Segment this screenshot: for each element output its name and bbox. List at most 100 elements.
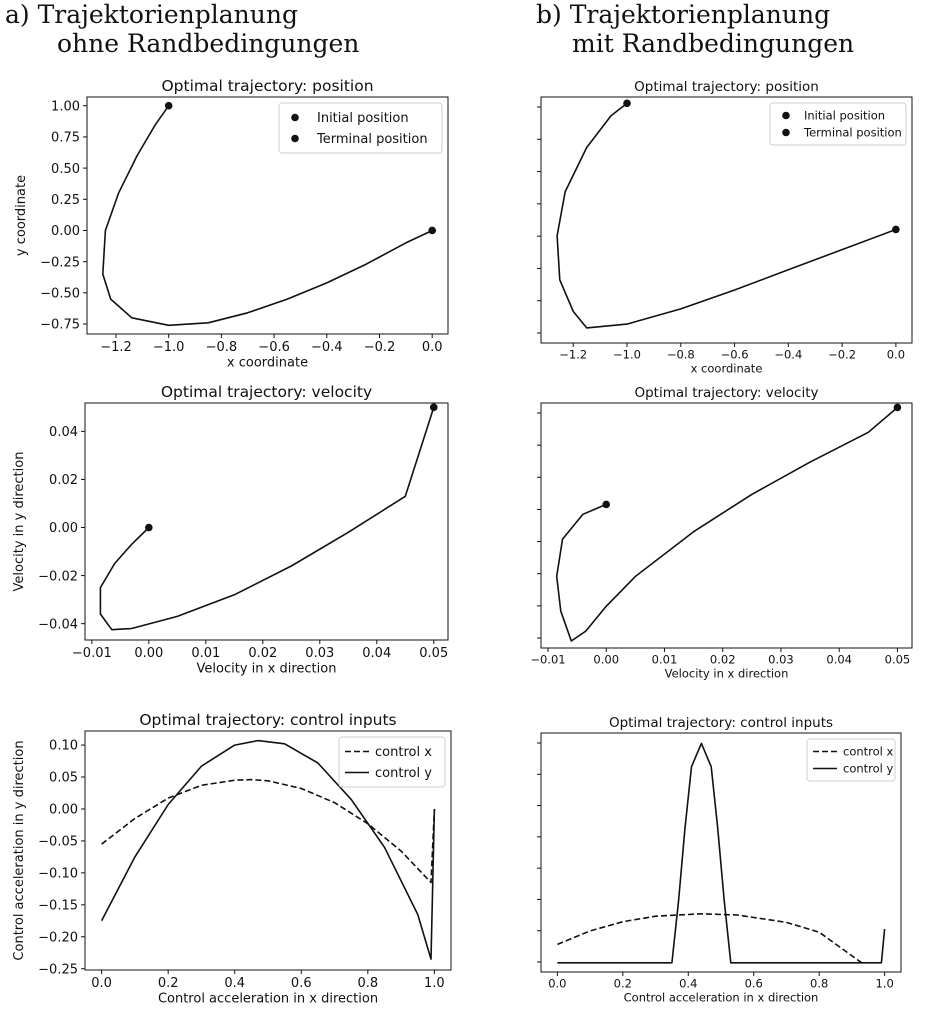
x-tick-label: 0.4 [679, 977, 697, 991]
legend-marker [782, 128, 790, 137]
x-tick-label: 0.0 [887, 348, 905, 362]
chart-a-control: Optimal trajectory: control inputs 0.0 0.2… [12, 711, 452, 1007]
y-tick-label: 1.00 [51, 99, 80, 114]
legend: control x control y [338, 736, 446, 788]
legend-label: control y [843, 762, 894, 776]
x-tick-label: 0.04 [362, 646, 391, 661]
legend-label: Initial position [804, 109, 885, 123]
chart-title: Optimal trajectory: velocity [161, 383, 372, 401]
endpoint-marker [892, 225, 900, 234]
plot-frame [540, 96, 913, 344]
plot-frame [540, 732, 902, 973]
y-tick-label: 0.75 [51, 131, 80, 146]
x-tick-label: −1.0 [153, 340, 185, 355]
y-tick-label: −0.10 [38, 867, 78, 882]
x-tick-label: 0.2 [614, 977, 632, 991]
chart-title: Optimal trajectory: control inputs [139, 711, 396, 729]
x-tick-label: −0.6 [258, 340, 290, 355]
legend-label: Terminal position [316, 132, 428, 147]
y-tick-label: 0.00 [49, 521, 78, 536]
chart-title: Optimal trajectory: control inputs [609, 715, 833, 731]
legend-box [338, 736, 446, 788]
chart-b-velocity: Optimal trajectory: velocity −0.01 0.00 0.0… [530, 385, 913, 680]
plot-frame [540, 402, 913, 649]
plot-frame [86, 96, 449, 335]
series-line-control-x [557, 913, 863, 964]
chart-a-position: Optimal trajectory: position −1.2 −1.0 −0.8… [14, 77, 449, 371]
x-tick-label: 0.6 [291, 976, 312, 991]
legend-label: control x [375, 745, 432, 760]
legend-label: control x [843, 745, 894, 759]
endpoint-marker [145, 523, 153, 532]
legend-marker [291, 134, 299, 143]
legend: Initial position Terminal position [278, 102, 443, 154]
chart-title: Optimal trajectory: position [161, 77, 373, 95]
x-tick-label: −0.8 [667, 348, 695, 362]
endpoint-marker [602, 500, 611, 509]
legend-marker [782, 111, 790, 120]
x-tick-label: −0.2 [828, 348, 856, 362]
x-axis-label: Control acceleration in x direction [158, 992, 378, 1007]
x-tick-label: 0.01 [652, 653, 678, 667]
plot-frame [84, 730, 452, 971]
x-tick-label: 0.04 [826, 653, 852, 667]
x-axis-label: Velocity in x direction [665, 666, 789, 680]
y-tick-label: −0.02 [38, 569, 78, 584]
y-axis-label: y coordinate [14, 175, 29, 256]
x-tick-label: −1.0 [613, 348, 641, 362]
chart-a-velocity: Optimal trajectory: velocity −0.01 0.00 0.0… [12, 383, 449, 677]
x-tick-label: 0.02 [248, 646, 277, 661]
legend-marker [291, 113, 299, 122]
legend-label: control y [375, 766, 432, 781]
series-line-control-y [100, 739, 436, 960]
x-tick-label: 0.01 [191, 646, 220, 661]
x-tick-label: −1.2 [559, 348, 587, 362]
series-line-0 [556, 102, 897, 329]
endpoint-marker [623, 99, 631, 108]
chart-title: Optimal trajectory: velocity [634, 385, 818, 401]
chart-title: Optimal trajectory: position [634, 79, 819, 95]
y-tick-label: 0.25 [51, 193, 80, 208]
endpoint-marker [164, 101, 173, 110]
x-tick-label: −0.4 [774, 348, 802, 362]
x-tick-label: 0.00 [134, 646, 163, 661]
y-tick-label: −0.05 [38, 835, 78, 850]
x-tick-label: 1.0 [875, 977, 893, 991]
x-tick-label: 0.0 [548, 977, 566, 991]
x-tick-label: −1.2 [100, 340, 132, 355]
heading-b-line2: mit Randbedingungen [572, 29, 855, 58]
x-tick-label: 0.2 [158, 976, 179, 991]
legend: control x control y [806, 738, 896, 782]
x-tick-label: −0.8 [206, 340, 238, 355]
x-axis-label: Velocity in x direction [197, 662, 337, 677]
x-axis-label: Control acceleration in x direction [624, 990, 819, 1004]
y-tick-label: −0.50 [40, 287, 80, 302]
legend-label: Initial position [317, 111, 409, 126]
legend: Initial position Terminal position [769, 102, 907, 146]
legend-box [278, 102, 443, 154]
x-tick-label: −0.4 [311, 340, 343, 355]
chart-b-control: Optimal trajectory: control inputs 0.0 0.2… [537, 715, 902, 1004]
x-tick-label: 0.05 [885, 653, 911, 667]
x-tick-label: 0.03 [305, 646, 334, 661]
y-tick-label: 0.02 [49, 473, 78, 488]
y-tick-label: −0.04 [38, 617, 78, 632]
y-tick-label: −0.25 [40, 255, 80, 270]
heading-a-line1: a) Trajektorienplanung [5, 0, 298, 29]
x-tick-label: 0.4 [224, 976, 245, 991]
y-tick-label: −0.25 [38, 962, 78, 977]
y-axis-label: Control acceleration in y direction [12, 740, 27, 960]
x-tick-label: 0.05 [419, 646, 448, 661]
y-axis-label: Velocity in y direction [12, 452, 27, 592]
plot-frame [84, 402, 449, 641]
y-tick-label: 0.00 [49, 803, 78, 818]
series-line-control-x [101, 778, 436, 884]
chart-b-position: Optimal trajectory: position −1.2 −1.0 −0.8… [537, 79, 913, 375]
endpoint-marker [429, 403, 438, 412]
series-line-0 [99, 407, 435, 631]
y-tick-label: −0.20 [38, 930, 78, 945]
y-tick-label: −0.75 [40, 318, 80, 333]
x-tick-label: −0.01 [530, 653, 565, 667]
x-tick-label: 0.0 [91, 976, 112, 991]
